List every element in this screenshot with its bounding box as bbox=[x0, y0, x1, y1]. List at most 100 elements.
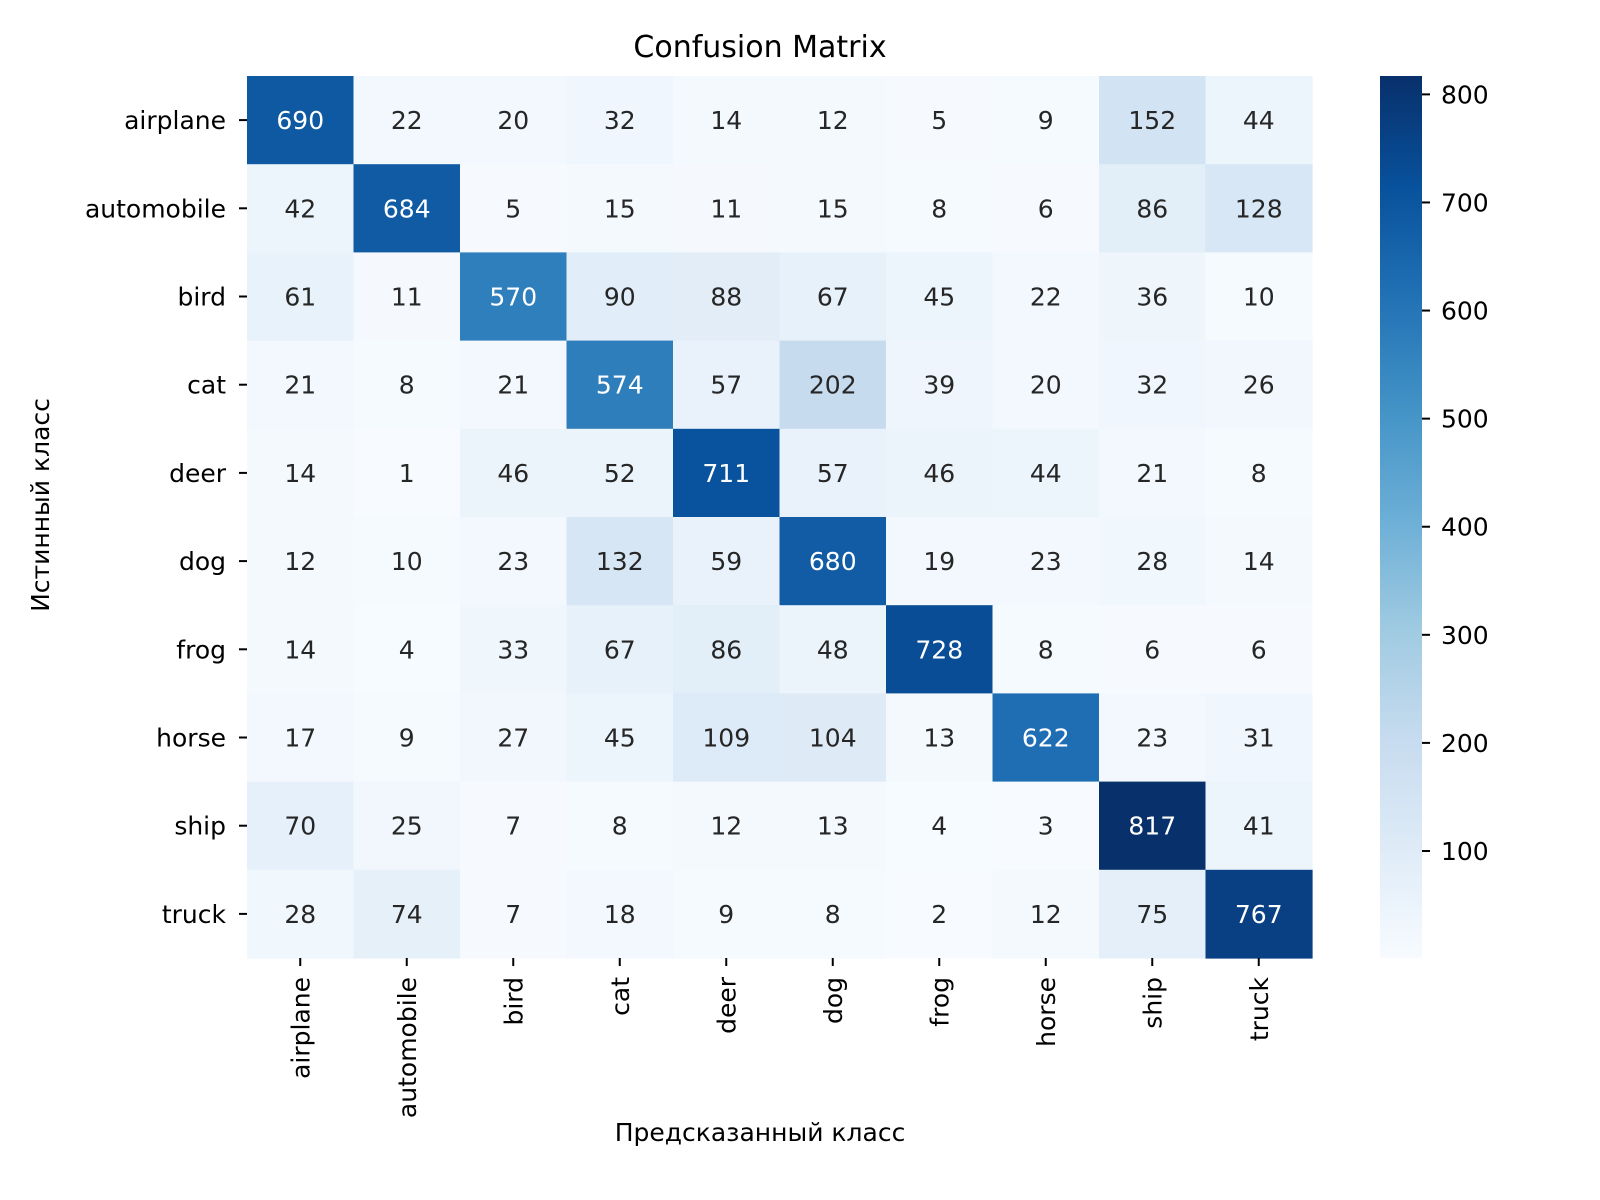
cell-value-label: 42 bbox=[284, 194, 316, 223]
x-tick-label: dog bbox=[819, 977, 848, 1024]
cell-value-label: 28 bbox=[284, 900, 316, 929]
heatmap-cell bbox=[673, 428, 781, 518]
cell-value-label: 21 bbox=[1136, 459, 1168, 488]
x-tick-label: cat bbox=[606, 977, 635, 1016]
cell-value-label: 48 bbox=[817, 635, 849, 664]
heatmap-cell bbox=[1205, 781, 1313, 871]
x-tick-label: deer bbox=[712, 976, 741, 1034]
cell-value-label: 13 bbox=[923, 724, 955, 753]
cell-value-label: 20 bbox=[1030, 371, 1062, 400]
heatmap-cell bbox=[1099, 340, 1207, 430]
cell-value-label: 8 bbox=[931, 194, 947, 223]
heatmap-cell bbox=[779, 340, 887, 430]
cell-value-label: 44 bbox=[1030, 459, 1062, 488]
cell-value-label: 690 bbox=[276, 106, 324, 135]
heatmap-cell bbox=[779, 517, 887, 606]
cell-value-label: 23 bbox=[497, 547, 529, 576]
cell-value-label: 33 bbox=[497, 635, 529, 664]
heatmap-cell bbox=[566, 781, 674, 871]
cell-value-label: 25 bbox=[391, 812, 423, 841]
cell-value-label: 12 bbox=[817, 106, 849, 135]
cell-value-label: 21 bbox=[284, 371, 316, 400]
cell-value-label: 86 bbox=[1136, 194, 1168, 223]
cell-value-label: 202 bbox=[809, 371, 857, 400]
cell-value-label: 18 bbox=[604, 900, 636, 929]
heatmap-cell bbox=[779, 76, 887, 165]
cell-value-label: 28 bbox=[1136, 547, 1168, 576]
cell-value-label: 817 bbox=[1128, 812, 1176, 841]
heatmap-cell bbox=[779, 869, 887, 959]
heatmap-cell bbox=[353, 693, 461, 783]
heatmap-cell bbox=[247, 693, 355, 783]
cell-value-label: 15 bbox=[817, 194, 849, 223]
y-tick-label: ship bbox=[174, 812, 226, 841]
y-tick-label: bird bbox=[177, 283, 226, 312]
cell-value-label: 14 bbox=[1243, 547, 1275, 576]
cell-value-label: 21 bbox=[497, 371, 529, 400]
heatmap-cell bbox=[460, 605, 568, 694]
axis-ticks: airplane automobile bird cat deer dog frog hors… bbox=[85, 106, 1274, 1118]
heatmap-cell bbox=[886, 340, 994, 430]
cell-value-label: 10 bbox=[1243, 283, 1275, 312]
heatmap-cell bbox=[1205, 164, 1313, 253]
heatmap-cell bbox=[992, 517, 1100, 606]
heatmap-cell bbox=[353, 605, 461, 694]
cell-value-label: 22 bbox=[391, 106, 423, 135]
heatmap-cell bbox=[247, 252, 355, 342]
cell-value-label: 6 bbox=[1144, 635, 1160, 664]
cell-value-label: 32 bbox=[1136, 371, 1168, 400]
heatmap-cell bbox=[566, 693, 674, 783]
cell-value-label: 67 bbox=[604, 635, 636, 664]
cell-value-label: 14 bbox=[710, 106, 742, 135]
cell-value-label: 6 bbox=[1251, 635, 1267, 664]
cell-value-label: 1 bbox=[399, 459, 415, 488]
heatmap-cell bbox=[992, 869, 1100, 959]
heatmap-cell bbox=[992, 76, 1100, 165]
cell-value-label: 39 bbox=[923, 371, 955, 400]
heatmap-cell bbox=[992, 605, 1100, 694]
heatmap-cell bbox=[992, 164, 1100, 253]
heatmap-cell bbox=[673, 252, 781, 342]
heatmap-cell bbox=[566, 76, 674, 165]
colorbar-tick-label: 800 bbox=[1441, 80, 1489, 109]
x-tick-label: horse bbox=[1032, 977, 1061, 1047]
heatmap-cell bbox=[886, 869, 994, 959]
cell-value-label: 74 bbox=[391, 900, 423, 929]
y-tick-label: automobile bbox=[85, 194, 226, 223]
heatmap-cell bbox=[247, 428, 355, 518]
cell-value-label: 152 bbox=[1128, 106, 1176, 135]
heatmap-cell bbox=[353, 428, 461, 518]
cell-value-label: 8 bbox=[1038, 635, 1054, 664]
colorbar-tick-label: 100 bbox=[1441, 837, 1489, 866]
heatmap-cell bbox=[673, 781, 781, 871]
cell-value-label: 12 bbox=[1030, 900, 1062, 929]
cell-value-label: 5 bbox=[931, 106, 947, 135]
cell-value-label: 27 bbox=[497, 724, 529, 753]
cell-value-label: 86 bbox=[710, 635, 742, 664]
heatmap-cell bbox=[1205, 517, 1313, 606]
heatmap-cell bbox=[886, 781, 994, 871]
cell-value-label: 9 bbox=[1038, 106, 1054, 135]
cell-value-label: 14 bbox=[284, 459, 316, 488]
heatmap-cell bbox=[1099, 869, 1207, 959]
heatmap-cell bbox=[1099, 428, 1207, 518]
x-axis-label: Предсказанный класс bbox=[615, 1118, 906, 1147]
cell-value-label: 20 bbox=[497, 106, 529, 135]
cell-value-label: 45 bbox=[604, 724, 636, 753]
heatmap-cell bbox=[460, 869, 568, 959]
heatmap-cell bbox=[992, 781, 1100, 871]
colorbar-gradient bbox=[1380, 76, 1422, 958]
heatmap-cell bbox=[779, 428, 887, 518]
cell-value-label: 684 bbox=[383, 194, 431, 223]
heatmap-cell bbox=[247, 869, 355, 959]
colorbar: 100 200 300 400 500 600 700 800 bbox=[1380, 76, 1489, 958]
cell-value-label: 9 bbox=[399, 724, 415, 753]
cell-value-label: 8 bbox=[399, 371, 415, 400]
cell-value-label: 46 bbox=[923, 459, 955, 488]
cell-value-label: 5 bbox=[505, 194, 521, 223]
heatmap-cell bbox=[886, 693, 994, 783]
cell-value-label: 41 bbox=[1243, 812, 1275, 841]
colorbar-tick-label: 200 bbox=[1441, 729, 1489, 758]
x-tick-label: automobile bbox=[393, 977, 422, 1118]
